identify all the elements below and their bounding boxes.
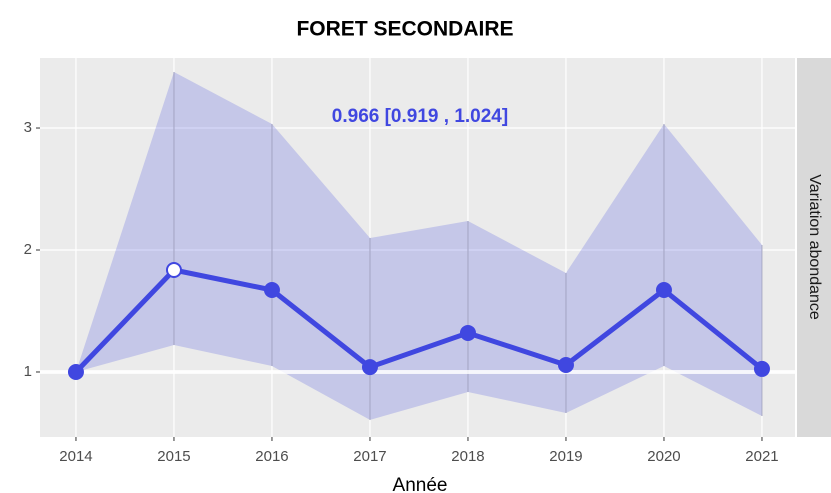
point: [67, 363, 84, 380]
y-tick-label: 2: [24, 241, 32, 258]
x-tick-label: 2017: [353, 448, 386, 465]
annotation: 0.966 [0.919 , 1.024]: [332, 106, 508, 127]
x-tick-label: 2019: [549, 448, 582, 465]
chart-title: FORET SECONDAIRE: [296, 18, 513, 41]
y-tick-label: 1: [24, 363, 32, 380]
x-tick-label: 2021: [745, 448, 778, 465]
confidence-band: [75, 72, 762, 420]
y-tick-label: 3: [24, 119, 32, 136]
point: [165, 262, 182, 279]
line: [74, 267, 764, 374]
plot-layer: 1 2 3 2014 2015 2016 2017 2018 2019 2020 2021: [24, 58, 795, 465]
x-axis-label: Année: [393, 475, 448, 493]
point: [263, 282, 280, 299]
strip-label: Variation abondance: [806, 174, 823, 320]
x-tick-label: 2018: [451, 448, 484, 465]
point: [753, 360, 770, 377]
x-tick-label: 2014: [59, 448, 92, 465]
x-tick-label: 2020: [647, 448, 680, 465]
x-tick-label: 2015: [157, 448, 190, 465]
x-tick-label: 2016: [255, 448, 288, 465]
point: [361, 359, 378, 376]
facet-strip: [797, 58, 831, 437]
point: [655, 282, 672, 299]
point: [459, 324, 476, 341]
point: [557, 357, 574, 374]
